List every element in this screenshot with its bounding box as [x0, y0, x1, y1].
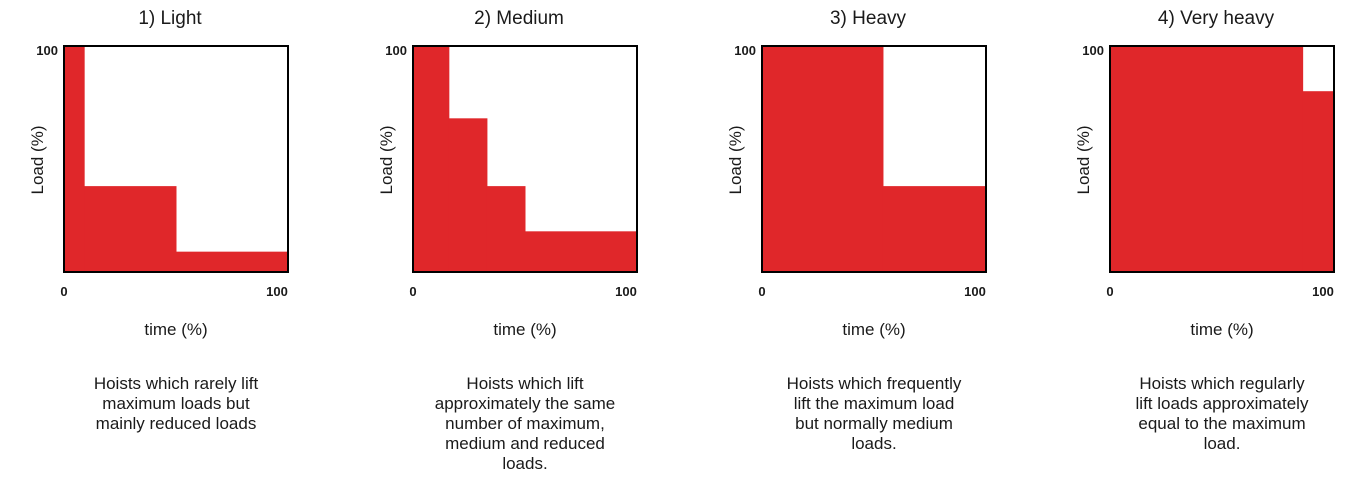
- plot-frame: [412, 45, 638, 273]
- x-tick-label: 0: [409, 284, 416, 299]
- x-tick-label: 100: [1312, 284, 1334, 299]
- x-tick-label: 0: [1106, 284, 1113, 299]
- x-tick-label: 100: [964, 284, 986, 299]
- y-tick-label: 100: [1082, 43, 1104, 58]
- class-description: Hoists which frequently lift the maximum…: [786, 374, 962, 453]
- x-tick-label: 100: [615, 284, 637, 299]
- load-step-3: [486, 186, 526, 272]
- x-axis-label: time (%): [842, 320, 906, 339]
- y-axis-label: Load (%): [377, 125, 396, 195]
- load-step-1: [1110, 46, 1304, 272]
- load-time-chart: 100 0 100: [734, 43, 987, 299]
- load-step-1: [413, 46, 450, 272]
- panel-title: 2) Medium: [474, 8, 564, 29]
- panel-title: 1) Light: [138, 8, 202, 29]
- x-axis-label: time (%): [1190, 320, 1254, 339]
- plot-frame: [63, 45, 289, 273]
- y-axis-label: Load (%): [28, 125, 47, 195]
- x-tick-label: 0: [758, 284, 765, 299]
- y-tick-label: 100: [385, 43, 407, 58]
- plot-frame: [761, 45, 987, 273]
- plot-frame: [1109, 45, 1335, 273]
- y-axis-label: Load (%): [1074, 125, 1093, 195]
- y-axis-label: Load (%): [726, 125, 745, 195]
- panel-medium: 2) Medium 100 0 100 Load (%) time (%) Hois…: [349, 0, 689, 493]
- x-axis-label: time (%): [144, 320, 208, 339]
- load-step-3: [176, 251, 289, 272]
- load-step-2: [882, 186, 987, 272]
- load-step-2: [448, 118, 488, 272]
- load-step-2: [1302, 91, 1335, 272]
- class-description: Hoists which rarely lift maximum loads b…: [93, 374, 259, 433]
- x-axis-label: time (%): [493, 320, 557, 339]
- load-step-1: [762, 46, 884, 272]
- load-step-4: [525, 231, 638, 272]
- load-step-1: [64, 46, 85, 272]
- x-tick-label: 0: [60, 284, 67, 299]
- panel-title: 4) Very heavy: [1157, 8, 1275, 29]
- panel-heavy: 3) Heavy 100 0 100 Load (%) time (%) Hoist…: [698, 0, 1038, 493]
- load-time-chart: 100 0 100: [385, 43, 638, 299]
- class-description: Hoists which lift approximately the same…: [434, 374, 616, 473]
- y-tick-label: 100: [734, 43, 756, 58]
- load-step-2: [84, 186, 177, 272]
- load-time-chart: 100 0 100: [36, 43, 289, 299]
- class-description: Hoists which regularly lift loads approx…: [1135, 374, 1309, 453]
- panel-light: 1) Light 100 0 100 Load (%) time (%) Hoist…: [0, 0, 340, 493]
- x-tick-label: 100: [266, 284, 288, 299]
- y-tick-label: 100: [36, 43, 58, 58]
- panel-title: 3) Heavy: [829, 8, 907, 29]
- load-time-chart: 100 0 100: [1082, 43, 1335, 299]
- panel-very-heavy: 4) Very heavy 100 0 100 Load (%) time (%) …: [1046, 0, 1363, 493]
